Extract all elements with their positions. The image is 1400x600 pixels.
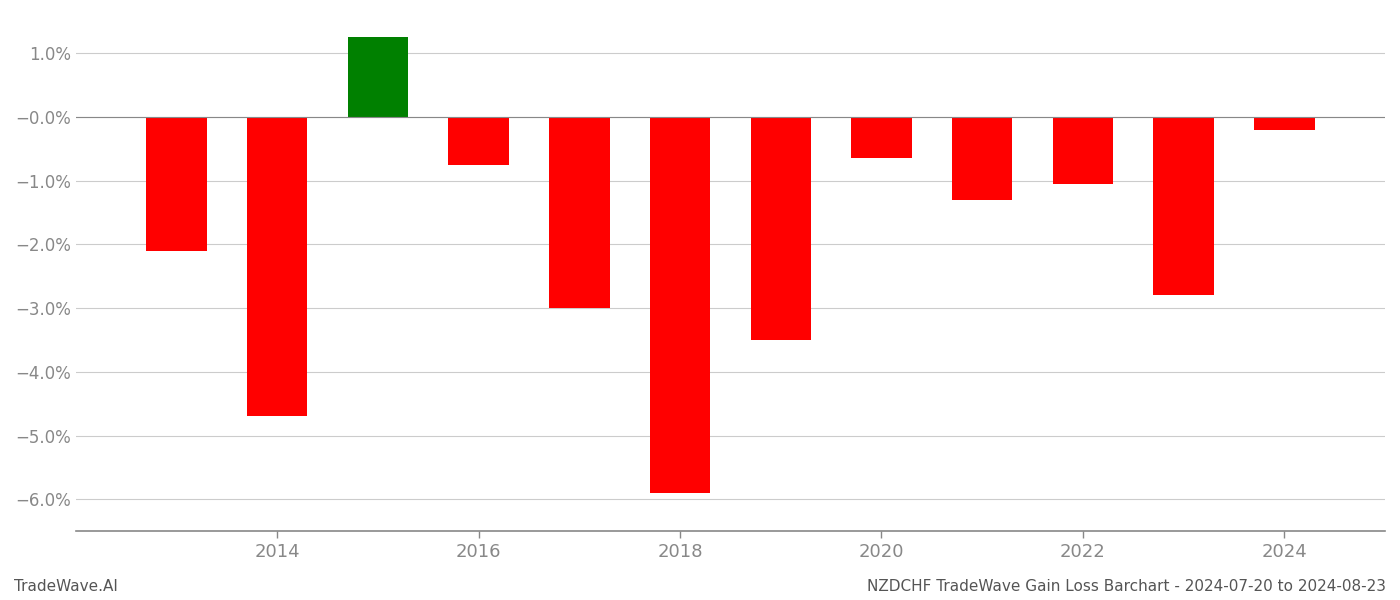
Bar — [347, 37, 407, 117]
Text: NZDCHF TradeWave Gain Loss Barchart - 2024-07-20 to 2024-08-23: NZDCHF TradeWave Gain Loss Barchart - 20… — [867, 579, 1386, 594]
Bar — [952, 117, 1012, 200]
Bar — [1053, 117, 1113, 184]
Bar — [750, 117, 811, 340]
Bar — [851, 117, 911, 158]
Bar — [549, 117, 609, 308]
Bar — [246, 117, 308, 416]
Bar — [650, 117, 710, 493]
Bar — [146, 117, 207, 251]
Text: TradeWave.AI: TradeWave.AI — [14, 579, 118, 594]
Bar — [1254, 117, 1315, 130]
Bar — [448, 117, 508, 165]
Bar — [1154, 117, 1214, 295]
